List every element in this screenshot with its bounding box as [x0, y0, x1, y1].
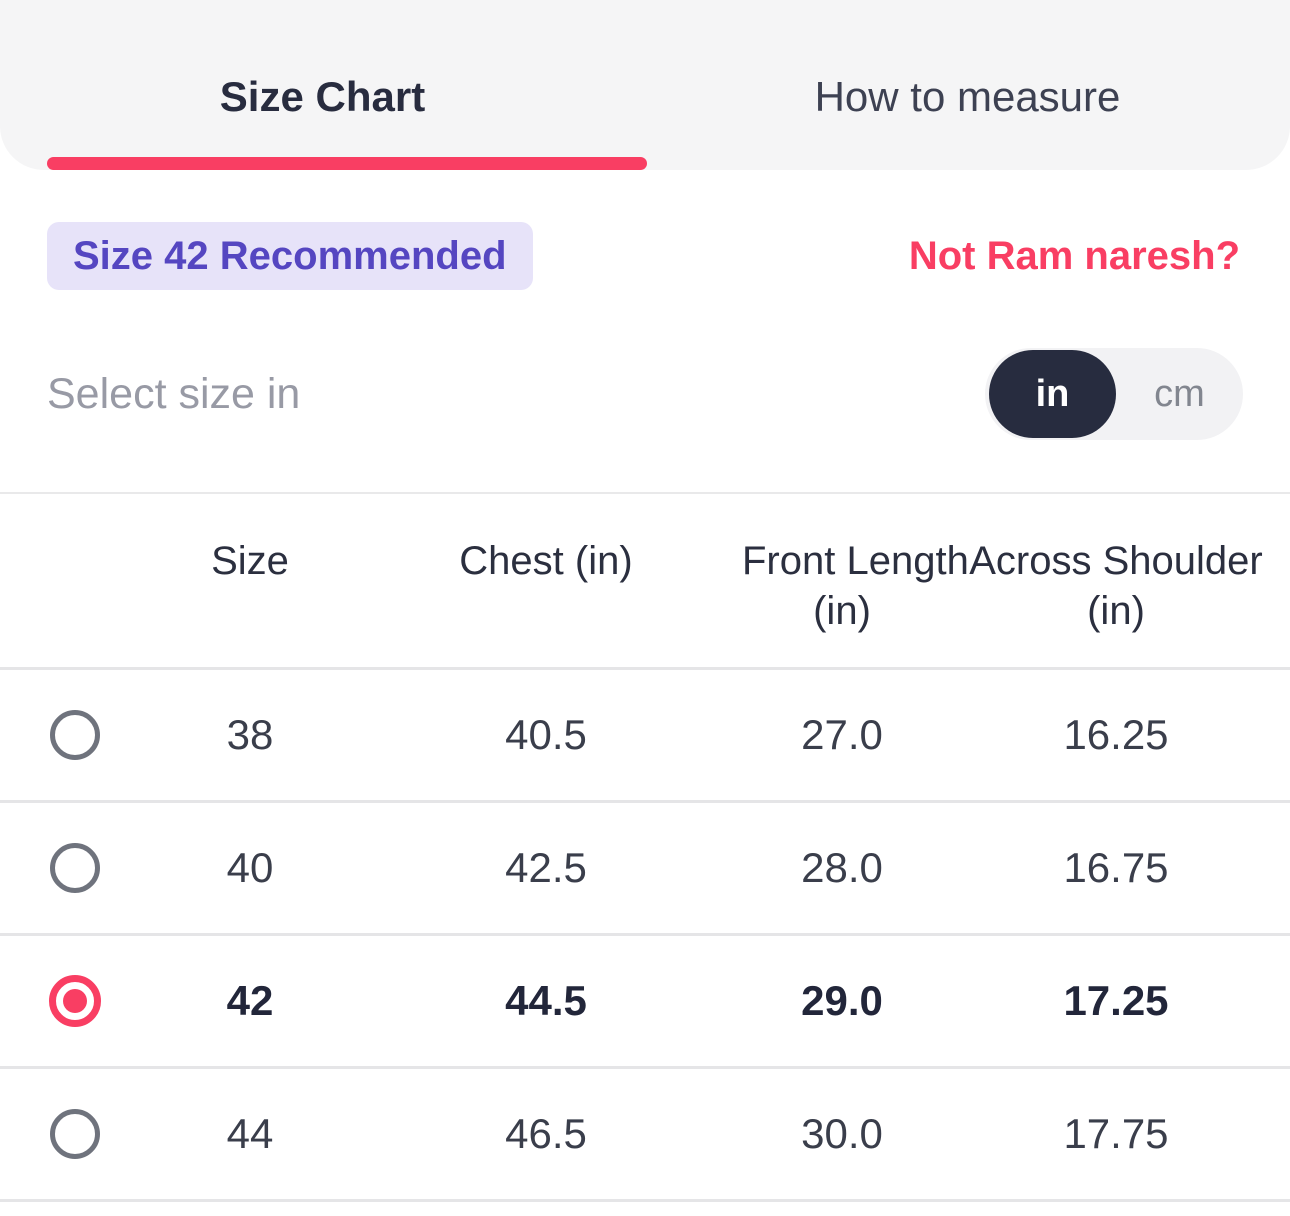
tab-bar: Size Chart How to measure: [0, 0, 1290, 170]
tab-how-to-measure[interactable]: How to measure: [645, 0, 1290, 170]
column-header-size: Size: [150, 536, 350, 586]
radio-cell: [0, 843, 150, 893]
size-table: Size Chest (in) Front Length (in) Across…: [0, 492, 1290, 1202]
front-length-value: 27.0: [801, 711, 883, 758]
unit-selector-row: Select size in in cm: [47, 348, 1243, 440]
radio-cell: [0, 1109, 150, 1159]
column-header-chest-label: Chest (in): [459, 539, 633, 583]
across-shoulder-value: 16.75: [1063, 844, 1169, 891]
recommended-size-badge-label: Size 42 Recommended: [73, 233, 507, 278]
radio-button-size-44[interactable]: [50, 1109, 100, 1159]
radio-button-size-38[interactable]: [50, 710, 100, 760]
column-header-front-length: Front Length (in): [742, 536, 969, 636]
radio-button-size-42[interactable]: [49, 975, 101, 1027]
front-length-value: 28.0: [801, 844, 883, 891]
recommendation-row: Size 42 Recommended Not Ram naresh?: [47, 222, 1240, 290]
size-row-38[interactable]: 38 40.5 27.0 16.25: [0, 670, 1290, 803]
radio-cell: [0, 975, 150, 1027]
size-value: 44: [226, 1110, 274, 1157]
size-value: 42: [226, 977, 274, 1024]
column-header-size-label: Size: [211, 539, 289, 583]
size-row-40[interactable]: 40 42.5 28.0 16.75: [0, 803, 1290, 936]
chest-value: 46.5: [505, 1110, 587, 1157]
across-shoulder-value: 16.25: [1063, 711, 1169, 758]
tab-how-to-measure-label: How to measure: [814, 73, 1121, 120]
column-header-across-shoulder-label: Across Shoulder: [969, 539, 1263, 583]
column-header-front-length-unit: (in): [813, 589, 871, 633]
unit-option-in[interactable]: in: [989, 350, 1116, 438]
tab-size-chart-label: Size Chart: [219, 73, 426, 120]
front-length-value: 29.0: [801, 977, 883, 1024]
across-shoulder-value: 17.25: [1063, 977, 1169, 1024]
radio-button-size-40[interactable]: [50, 843, 100, 893]
across-shoulder-value: 17.75: [1063, 1110, 1169, 1157]
not-user-link[interactable]: Not Ram naresh?: [908, 233, 1240, 278]
unit-selector-label: Select size in: [47, 369, 301, 418]
chest-value: 40.5: [505, 711, 587, 758]
radio-cell: [0, 710, 150, 760]
column-header-across-shoulder: Across Shoulder (in): [942, 536, 1290, 636]
size-value: 38: [226, 711, 274, 758]
column-header-front-length-label: Front Length: [742, 539, 969, 583]
active-tab-indicator: [47, 157, 647, 170]
tab-size-chart[interactable]: Size Chart: [0, 0, 645, 170]
front-length-value: 30.0: [801, 1110, 883, 1157]
size-row-42[interactable]: 42 44.5 29.0 17.25: [0, 936, 1290, 1069]
size-row-44[interactable]: 44 46.5 30.0 17.75: [0, 1069, 1290, 1202]
column-header-across-shoulder-unit: (in): [1087, 589, 1145, 633]
column-header-chest: Chest (in): [350, 536, 742, 586]
size-table-header: Size Chest (in) Front Length (in) Across…: [0, 494, 1290, 670]
unit-option-cm[interactable]: cm: [1154, 372, 1205, 415]
chest-value: 44.5: [505, 977, 587, 1024]
unit-toggle[interactable]: in cm: [985, 348, 1243, 440]
size-value: 40: [226, 844, 274, 891]
chest-value: 42.5: [505, 844, 587, 891]
recommended-size-badge: Size 42 Recommended: [47, 222, 533, 290]
